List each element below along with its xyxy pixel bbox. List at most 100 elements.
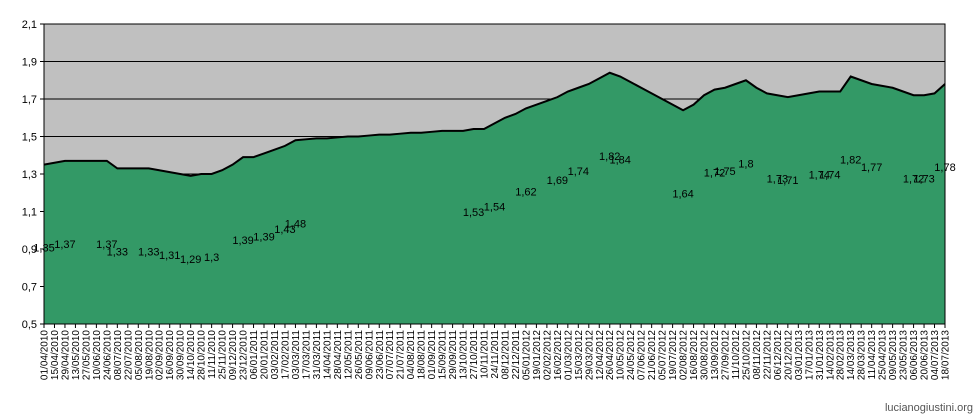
data-label: 1,74 (568, 166, 589, 178)
x-tick-label: 27/05/2010 (81, 330, 92, 380)
y-tick-label: 0,9 (22, 244, 37, 256)
x-tick-label: 28/10/2010 (197, 330, 208, 380)
x-tick-label: 05/07/2012 (658, 330, 669, 380)
y-tick-label: 1,5 (22, 132, 37, 144)
x-tick-label: 22/12/2011 (511, 330, 522, 380)
data-label: 1,48 (285, 218, 306, 230)
x-tick-label: 30/09/2010 (176, 330, 187, 380)
x-tick-label: 10/05/2012 (616, 330, 627, 380)
data-label: 1,43 (274, 224, 295, 236)
x-tick-label: 19/07/2012 (668, 330, 679, 380)
x-tick-label: 14/04/2011 (322, 330, 333, 380)
data-label: 1,53 (463, 207, 484, 219)
data-label: 1,74 (809, 170, 830, 182)
x-tick-label: 25/04/2013 (878, 330, 889, 380)
data-label: 1,54 (484, 201, 505, 213)
x-tick-label: 16/09/2010 (165, 330, 176, 380)
x-tick-label: 29/04/2010 (60, 330, 71, 380)
x-tick-label: 02/09/2010 (155, 330, 166, 380)
x-tick-label: 07/07/2011 (385, 330, 396, 380)
x-tick-label: 14/02/2013 (825, 330, 836, 380)
x-tick-label: 19/01/2012 (532, 330, 543, 380)
x-tick-label: 28/02/2013 (836, 330, 847, 380)
x-tick-label: 14/10/2010 (186, 330, 197, 380)
x-tick-label: 14/03/2013 (846, 330, 857, 380)
data-label: 1,72 (704, 168, 725, 180)
x-tick-label: 15/09/2011 (438, 330, 449, 380)
x-tick-label: 09/05/2013 (888, 330, 899, 380)
data-label: 1,35 (33, 243, 54, 255)
data-label: 1,75 (714, 166, 735, 178)
x-tick-label: 11/10/2012 (731, 330, 742, 380)
x-tick-label: 16/02/2012 (553, 330, 564, 380)
x-tick-label: 22/07/2010 (123, 330, 134, 380)
x-tick-label: 03/03/2011 (291, 330, 302, 380)
x-tick-label: 10/06/2010 (92, 330, 103, 380)
data-label: 1,74 (819, 170, 840, 182)
x-tick-label: 31/03/2011 (312, 330, 323, 380)
y-tick-label: 2,1 (22, 19, 37, 31)
x-tick-label: 03/02/2011 (270, 330, 281, 380)
data-label: 1,39 (253, 231, 274, 243)
x-tick-label: 01/09/2011 (427, 330, 438, 380)
data-label: 1,78 (934, 162, 955, 174)
data-label: 1,39 (232, 235, 253, 247)
x-tick-label: 05/01/2012 (521, 330, 532, 380)
x-tick-label: 25/11/2010 (218, 330, 229, 380)
series-area (44, 72, 945, 324)
data-label: 1,33 (138, 246, 159, 258)
x-tick-label: 22/11/2012 (762, 330, 773, 380)
data-label: 1,73 (767, 173, 788, 185)
x-tick-label: 13/09/2012 (710, 330, 721, 380)
data-label: 1,73 (913, 173, 934, 185)
x-tick-label: 06/06/2013 (909, 330, 920, 380)
x-tick-label: 04/07/2013 (930, 330, 941, 380)
x-tick-label: 15/04/2010 (50, 330, 61, 380)
data-label: 1,3 (204, 252, 219, 264)
x-tick-label: 13/05/2010 (71, 330, 82, 380)
data-label: 1,72 (903, 173, 924, 185)
x-tick-label: 13/10/2011 (459, 330, 470, 380)
data-label: 1,31 (159, 250, 180, 262)
x-tick-label: 12/04/2012 (595, 330, 606, 380)
x-tick-label: 11/11/2010 (207, 330, 218, 379)
data-label: 1,69 (547, 175, 568, 187)
x-tick-label: 07/06/2012 (637, 330, 648, 380)
x-tick-label: 18/07/2013 (941, 330, 952, 380)
data-label: 1,84 (610, 155, 631, 167)
x-tick-label: 26/05/2011 (354, 330, 365, 380)
y-tick-label: 1,7 (22, 94, 37, 106)
x-tick-label: 08/07/2010 (113, 330, 124, 380)
x-tick-label: 04/08/2011 (406, 330, 417, 380)
x-tick-label: 09/06/2011 (364, 330, 375, 380)
x-tick-label: 25/10/2012 (741, 330, 752, 380)
x-tick-label: 19/08/2010 (144, 330, 155, 380)
x-tick-label: 01/03/2012 (563, 330, 574, 380)
x-tick-label: 12/05/2011 (343, 330, 354, 380)
x-tick-label: 23/05/2013 (899, 330, 910, 380)
x-tick-label: 20/06/2013 (920, 330, 931, 380)
data-label: 1,37 (96, 239, 117, 251)
x-tick-label: 06/12/2012 (773, 330, 784, 380)
x-tick-label: 01/04/2010 (40, 330, 51, 380)
x-tick-label: 17/01/2013 (804, 330, 815, 380)
x-tick-label: 28/04/2011 (333, 330, 344, 380)
data-label: 1,33 (107, 246, 128, 258)
x-tick-label: 27/09/2012 (720, 330, 731, 380)
x-tick-label: 24/11/2011 (490, 330, 501, 379)
x-tick-label: 28/03/2013 (857, 330, 868, 380)
x-tick-label: 05/08/2010 (134, 330, 145, 380)
x-tick-label: 02/02/2012 (542, 330, 553, 380)
data-label: 1,64 (672, 188, 693, 200)
data-label: 1,37 (54, 239, 75, 251)
x-tick-label: 03/01/2013 (794, 330, 805, 380)
data-label: 1,77 (861, 162, 882, 174)
x-tick-label: 23/12/2010 (239, 330, 250, 380)
x-tick-label: 15/03/2012 (574, 330, 585, 380)
x-tick-label: 30/08/2012 (700, 330, 711, 380)
x-tick-label: 10/11/2011 (480, 330, 491, 379)
x-tick-label: 26/04/2012 (605, 330, 616, 380)
data-label: 1,82 (840, 155, 861, 167)
y-axis: 0,5 0,7 0,9 1,1 1,3 1,5 1,7 1,9 2,1 (22, 19, 44, 331)
